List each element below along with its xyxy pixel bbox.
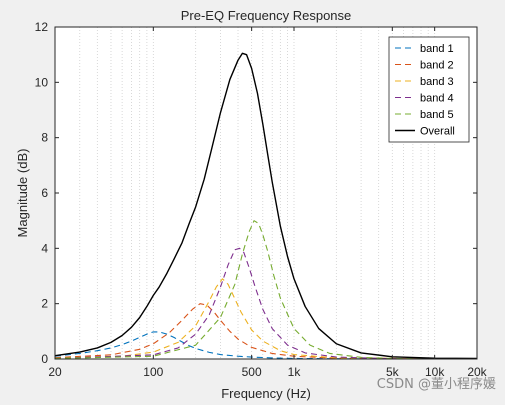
legend-box: [388, 36, 470, 143]
legend-entry: band 1: [420, 43, 454, 55]
series-layer: [54, 52, 478, 360]
legend-entry: band 5: [420, 109, 454, 121]
series-line-band-3: [54, 278, 478, 360]
watermark-text: CSDN @董小程序媛: [377, 377, 496, 392]
x-tick-label: 1k: [288, 365, 302, 379]
series-line-band-2: [54, 303, 478, 360]
x-tick-label: 100: [143, 365, 163, 379]
y-tick-label: 2: [41, 297, 48, 311]
y-tick-label: 6: [41, 186, 48, 200]
x-tick-label: 20k: [467, 365, 487, 379]
legend: band 1 band 2 band 3 band 4 band 5 Overall: [388, 36, 470, 143]
chart-title: Pre-EQ Frequency Response: [181, 8, 352, 23]
y-tick-label: 0: [41, 352, 48, 366]
y-axis-label: Magnitude (dB): [15, 149, 30, 238]
x-axis-label: Frequency (Hz): [221, 386, 311, 401]
series-line-band-4: [54, 247, 478, 360]
legend-entry: band 4: [420, 93, 454, 105]
x-tick-label: 20: [48, 365, 62, 379]
series-line-overall: [54, 52, 478, 360]
x-tick-label: 5k: [386, 365, 400, 379]
y-tick-label: 4: [41, 241, 48, 255]
y-tick-label: 10: [35, 75, 49, 89]
ticks: [54, 26, 478, 360]
y-tick-label: 12: [35, 20, 49, 34]
grid: [79, 27, 436, 359]
y-tick-labels: 0 2 4 6 8 10 12: [35, 20, 49, 366]
x-tick-label: 10k: [425, 365, 445, 379]
y-tick-label: 8: [41, 131, 48, 145]
series-line-band-5: [54, 220, 478, 360]
x-tick-labels: 20 100 500 1k 5k 10k 20k: [48, 365, 487, 379]
legend-entry: Overall: [420, 126, 455, 138]
x-tick-label: 500: [242, 365, 262, 379]
legend-entry: band 2: [420, 60, 454, 72]
legend-entry: band 3: [420, 76, 454, 88]
